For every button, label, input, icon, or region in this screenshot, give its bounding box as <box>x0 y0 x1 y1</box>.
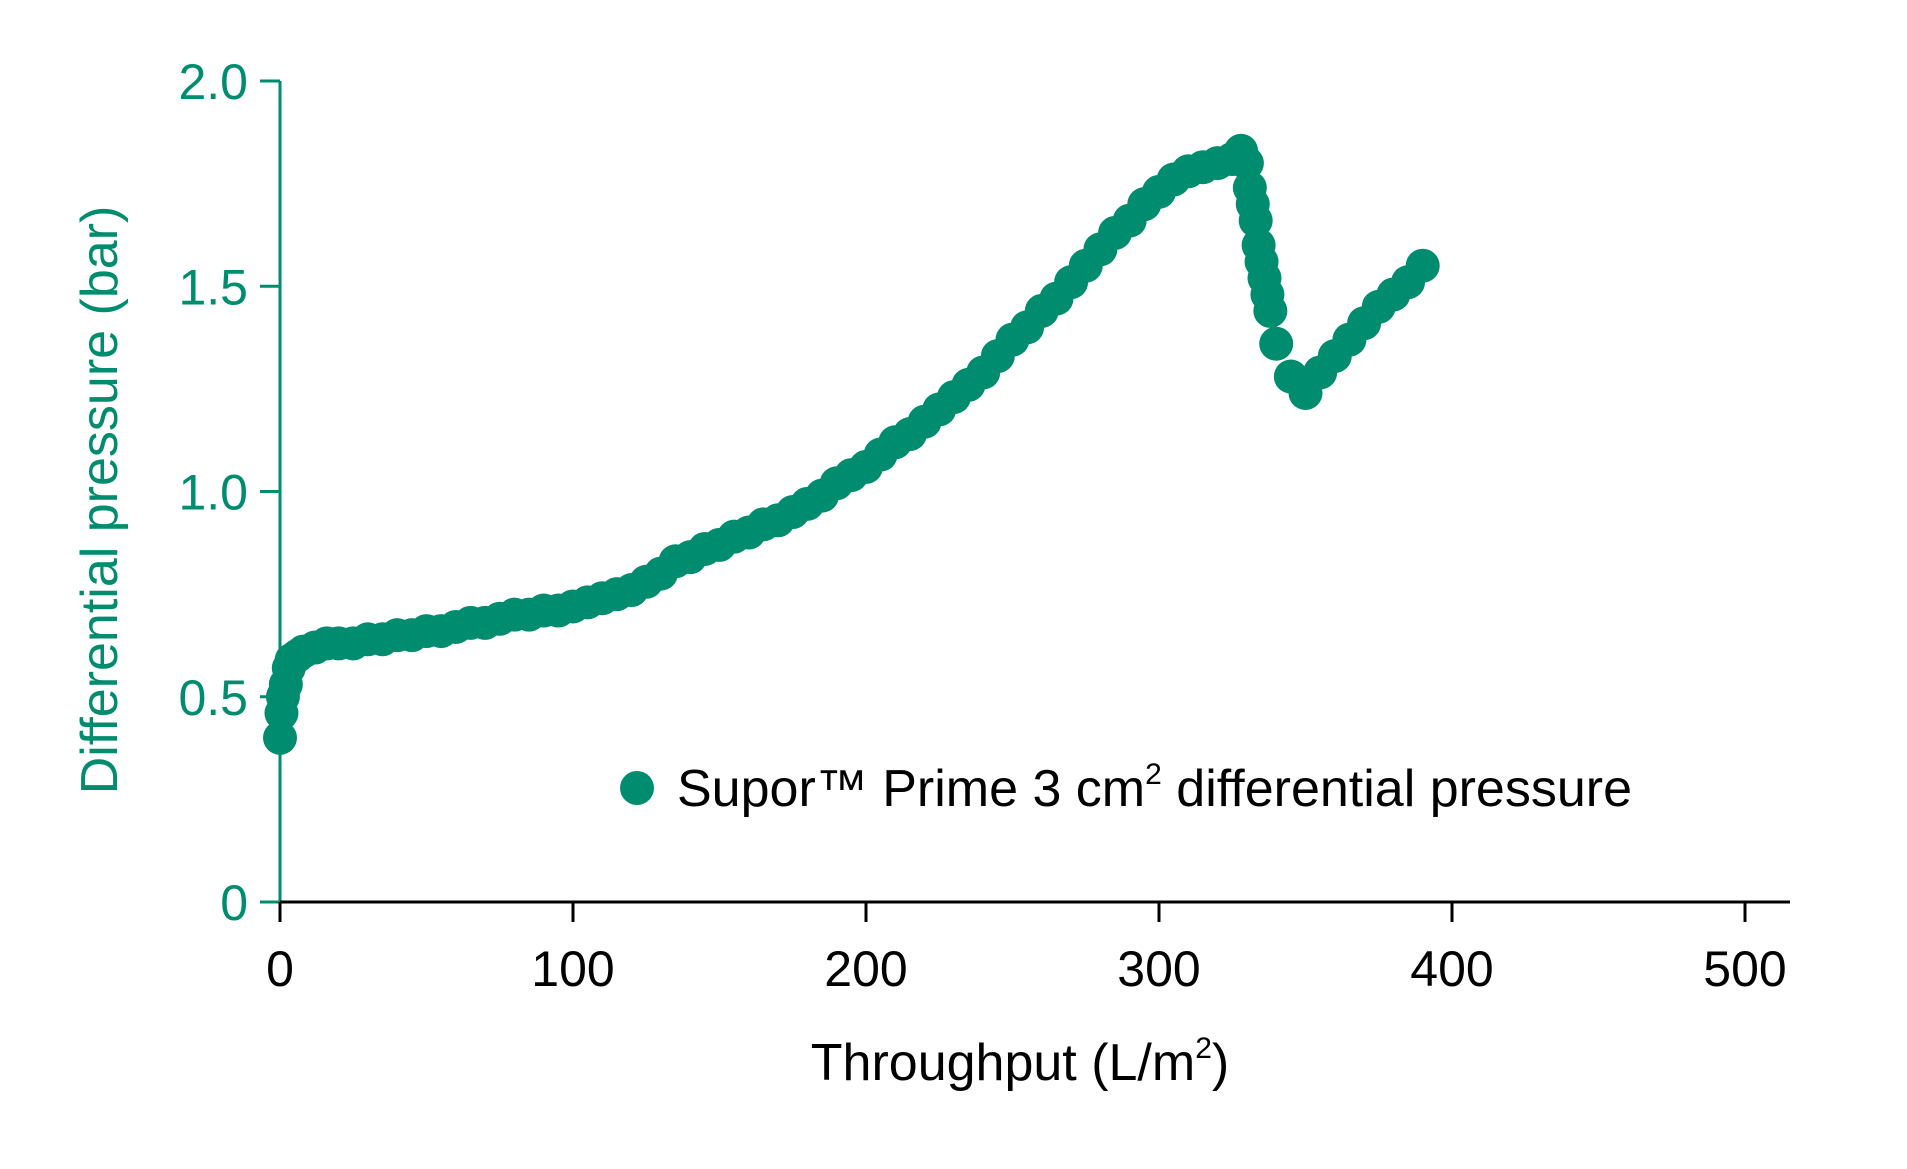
legend-label: Supor™ Prime 3 cm2 differential pressure <box>677 758 1632 818</box>
x-tick-label: 0 <box>266 941 294 997</box>
y-tick-label: 1.0 <box>178 465 248 521</box>
x-axis-title-superscript: 2 <box>1195 1032 1212 1065</box>
y-tick-label: 1.5 <box>178 259 248 315</box>
axes: 0 0.5 1.0 1.5 2.0 0 100 200 300 400 500 <box>178 54 1790 997</box>
x-tick-label: 200 <box>824 941 907 997</box>
data-point <box>263 720 297 755</box>
x-tick-label: 300 <box>1117 941 1200 997</box>
legend-label-end: differential pressure <box>1162 760 1632 818</box>
data-point <box>1259 326 1294 361</box>
legend: Supor™ Prime 3 cm2 differential pressure <box>620 758 1632 818</box>
data-point <box>1253 293 1288 328</box>
y-tick-label: 0.5 <box>178 670 248 726</box>
y-tick-label: 0 <box>220 875 248 931</box>
y-tick-label: 2.0 <box>178 54 248 110</box>
data-point <box>1238 203 1273 238</box>
data-point <box>1405 248 1440 283</box>
x-axis-title: Throughput (L/m2) <box>811 1032 1229 1092</box>
x-axis-title-end: ) <box>1212 1034 1229 1092</box>
legend-marker <box>620 771 654 805</box>
legend-label-superscript: 2 <box>1145 758 1162 791</box>
x-tick-label: 400 <box>1410 941 1493 997</box>
y-axis-title: Differential pressure (bar) <box>71 206 129 795</box>
data-points <box>263 133 1440 755</box>
data-point <box>1229 146 1264 181</box>
x-tick-label: 500 <box>1703 941 1786 997</box>
x-tick-label: 100 <box>531 941 614 997</box>
